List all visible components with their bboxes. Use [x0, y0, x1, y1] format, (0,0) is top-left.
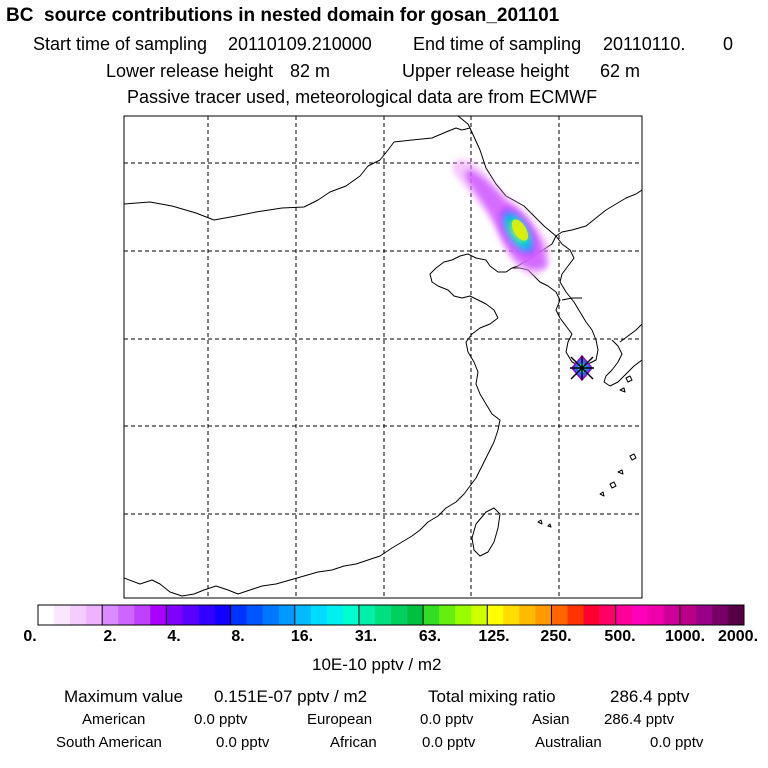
color-scale-swatch: [278, 605, 296, 625]
color-scale-swatch: [182, 605, 199, 625]
color-scale-swatch: [679, 605, 697, 625]
european-value: 0.0 pptv: [420, 711, 474, 728]
australian-label: Australian: [535, 734, 602, 751]
color-scale-swatch: [326, 605, 344, 625]
color-scale-swatch: [503, 605, 520, 625]
color-scale-swatch: [695, 605, 713, 625]
color-scale-swatch: [262, 605, 279, 625]
asian-label: Asian: [532, 711, 570, 728]
color-scale-swatch: [567, 605, 584, 625]
color-scale-swatch: [631, 605, 649, 625]
tracer-note: Passive tracer used, meteorological data…: [127, 87, 598, 107]
color-scale-bar: [37, 604, 745, 626]
color-scale-swatch: [487, 605, 504, 625]
color-scale-swatch: [102, 605, 119, 625]
color-scale-swatch: [374, 605, 392, 625]
color-scale-swatch: [150, 605, 167, 625]
legend-tick: 16.: [290, 628, 314, 645]
color-scale-swatch: [535, 605, 552, 625]
color-scale-swatch: [391, 605, 408, 625]
color-scale-swatch: [407, 605, 424, 625]
european-label: European: [307, 711, 373, 728]
legend-tick: 1000.: [664, 628, 706, 645]
color-scale-swatch: [166, 605, 183, 625]
legend-tick: 31.: [354, 628, 378, 645]
legend-tick: 2000.: [717, 628, 759, 645]
south-american-value: 0.0 pptv: [216, 734, 270, 751]
max-value-label: Maximum value: [64, 687, 184, 706]
map-frame: [123, 115, 643, 599]
color-scale-swatch: [54, 605, 71, 625]
legend-tick: 125.: [478, 628, 510, 645]
lower-release-value: 82 m: [290, 61, 331, 81]
legend-tick: 4.: [167, 628, 181, 645]
american-label: American: [82, 711, 146, 728]
tracer-plume: [452, 159, 550, 276]
coastline: [124, 116, 642, 597]
color-scale-swatch: [455, 605, 472, 625]
color-scale-swatch: [294, 605, 312, 625]
australian-value: 0.0 pptv: [650, 734, 704, 751]
color-scale-frame: [37, 604, 745, 626]
legend-tick: 250.: [540, 628, 572, 645]
color-scale-swatch: [70, 605, 87, 625]
color-scale-swatch: [246, 605, 263, 625]
map-title: BC source contributions in nested domain…: [6, 5, 560, 26]
color-scale-swatch: [118, 605, 135, 625]
color-scale-swatch: [358, 605, 376, 625]
color-scale-swatch: [583, 605, 600, 625]
african-label: African: [330, 734, 377, 751]
legend-unit: 10E-10 pptv / m2: [312, 655, 442, 674]
color-scale-swatch: [230, 605, 247, 625]
african-value: 0.0 pptv: [422, 734, 476, 751]
legend-tick: 2.: [103, 628, 117, 645]
upper-release-label: Upper release height: [402, 61, 570, 81]
color-scale-swatch: [423, 605, 440, 625]
color-scale-swatch: [471, 605, 488, 625]
legend-tick: 63.: [418, 628, 442, 645]
total-mixing-label: Total mixing ratio: [428, 687, 556, 706]
upper-release-value: 62 m: [600, 61, 641, 81]
color-scale-swatch: [134, 605, 151, 625]
asian-value: 286.4 pptv: [604, 711, 675, 728]
color-scale-swatch: [198, 605, 215, 625]
american-value: 0.0 pptv: [194, 711, 248, 728]
color-scale-swatch: [310, 605, 328, 625]
start-time-value: 20110109.210000: [228, 34, 372, 54]
color-scale-swatch: [727, 605, 745, 625]
color-scale-swatch: [342, 605, 360, 625]
end-time-suffix: 0: [723, 34, 734, 54]
start-time-label: Start time of sampling: [33, 34, 208, 54]
color-scale-swatch: [599, 605, 616, 625]
max-value: 0.151E-07 pptv / m2: [214, 687, 368, 706]
color-scale-swatch: [711, 605, 729, 625]
total-mixing-value: 286.4 pptv: [610, 687, 690, 706]
legend-tick: 8.: [231, 628, 245, 645]
color-scale-swatch: [439, 605, 456, 625]
legend-tick: 500.: [604, 628, 636, 645]
color-scale-swatch: [214, 605, 231, 625]
south-american-label: South American: [56, 734, 162, 751]
lat-lon-grid: [124, 116, 642, 598]
color-scale-swatch: [38, 605, 55, 625]
color-scale-swatch: [647, 605, 665, 625]
receptor-marker: [570, 354, 594, 382]
color-scale-swatch: [615, 605, 632, 625]
color-scale-swatch: [519, 605, 536, 625]
lower-release-label: Lower release height: [106, 61, 274, 81]
legend-tick: 0.: [23, 628, 37, 645]
color-scale-swatch: [663, 605, 681, 625]
color-scale-swatch: [551, 605, 568, 625]
end-time-label: End time of sampling: [413, 34, 582, 54]
color-scale-swatch: [86, 605, 103, 625]
end-time-value: 20110110.: [603, 34, 686, 54]
